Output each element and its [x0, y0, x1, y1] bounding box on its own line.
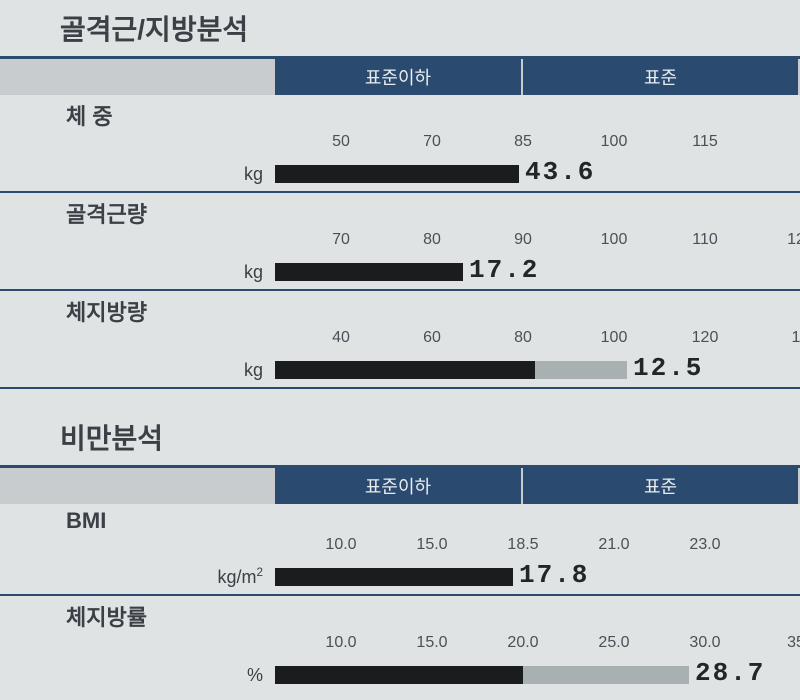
ticks: 50 70 85 100 115: [275, 129, 800, 159]
tick: 100: [601, 329, 628, 347]
bar-primary: [275, 666, 523, 684]
section-obesity: 비만분석 표준이하 표준 BMI 10.0 15.0 18.5 21.0 23.…: [0, 417, 800, 692]
bar-primary: [275, 263, 463, 281]
ticks: 70 80 90 100 110 12: [275, 227, 800, 257]
row-label: 체 중: [66, 99, 275, 159]
header-below-standard: 표준이하: [275, 59, 523, 95]
tick: 15.0: [416, 634, 447, 652]
bar-secondary: [535, 361, 627, 379]
tick: 60: [423, 329, 441, 347]
bar-area: 17.2: [275, 257, 800, 287]
ticks: 40 60 80 100 120 1: [275, 325, 800, 355]
row-skeletal-muscle: 골격근량 70 80 90 100 110 12 kg 17.2: [0, 193, 800, 291]
bar-area: 12.5: [275, 355, 800, 385]
tick: 25.0: [598, 634, 629, 652]
ticks: 10.0 15.0 20.0 25.0 30.0 35: [275, 630, 800, 660]
value: 28.7: [695, 658, 765, 688]
tick: 15.0: [416, 536, 447, 554]
row-body-fat-percent: 체지방률 10.0 15.0 20.0 25.0 30.0 35 % 28.7: [0, 596, 800, 692]
tick: 30.0: [689, 634, 720, 652]
bar-primary: [275, 165, 519, 183]
tick: 120: [692, 329, 719, 347]
tick: 115: [692, 133, 718, 151]
tick: 20.0: [507, 634, 538, 652]
value: 12.5: [633, 353, 703, 383]
unit: %: [66, 665, 275, 686]
section-muscle-fat: 골격근/지방분석 표준이하 표준 체 중 50 70 85 100 115 kg…: [0, 8, 800, 389]
tick: 50: [332, 133, 350, 151]
unit: kg: [66, 360, 275, 381]
tick: 40: [332, 329, 350, 347]
value: 43.6: [525, 157, 595, 187]
bar-area: 17.8: [275, 562, 800, 592]
header-standard: 표준: [523, 468, 800, 504]
row-bmi: BMI 10.0 15.0 18.5 21.0 23.0 kg/m2 17.8: [0, 504, 800, 596]
header-below-standard: 표준이하: [275, 468, 523, 504]
ticks: 10.0 15.0 18.5 21.0 23.0: [275, 532, 800, 562]
bar-primary: [275, 361, 535, 379]
tick: 80: [423, 231, 441, 249]
header-band: 표준이하 표준: [0, 59, 800, 95]
tick: 110: [692, 231, 718, 249]
tick: 18.5: [507, 536, 538, 554]
unit: kg: [66, 164, 275, 185]
row-weight: 체 중 50 70 85 100 115 kg 43.6: [0, 95, 800, 193]
value: 17.8: [519, 560, 589, 590]
tick: 12: [787, 231, 800, 249]
tick: 10.0: [325, 634, 356, 652]
unit: kg/m2: [66, 566, 275, 588]
tick: 10.0: [325, 536, 356, 554]
bar-area: 43.6: [275, 159, 800, 189]
row-label: 골격근량: [66, 197, 275, 257]
tick: 80: [514, 329, 532, 347]
tick: 100: [601, 133, 628, 151]
tick: 90: [514, 231, 532, 249]
row-label: 체지방량: [66, 295, 275, 355]
bar-area: 28.7: [275, 660, 800, 690]
row-body-fat-mass: 체지방량 40 60 80 100 120 1 kg 12.5: [0, 291, 800, 389]
bar-primary: [275, 568, 513, 586]
tick: 100: [601, 231, 628, 249]
value: 17.2: [469, 255, 539, 285]
row-label: BMI: [66, 508, 275, 562]
row-label: 체지방률: [66, 600, 275, 660]
tick: 23.0: [689, 536, 720, 554]
section-title: 비만분석: [0, 417, 800, 468]
tick: 1: [792, 329, 800, 347]
section-title: 골격근/지방분석: [0, 8, 800, 59]
tick: 21.0: [598, 536, 629, 554]
header-band: 표준이하 표준: [0, 468, 800, 504]
tick: 70: [423, 133, 441, 151]
tick: 85: [514, 133, 532, 151]
unit: kg: [66, 262, 275, 283]
tick: 35: [787, 634, 800, 652]
header-standard: 표준: [523, 59, 800, 95]
bar-secondary: [523, 666, 689, 684]
tick: 70: [332, 231, 350, 249]
